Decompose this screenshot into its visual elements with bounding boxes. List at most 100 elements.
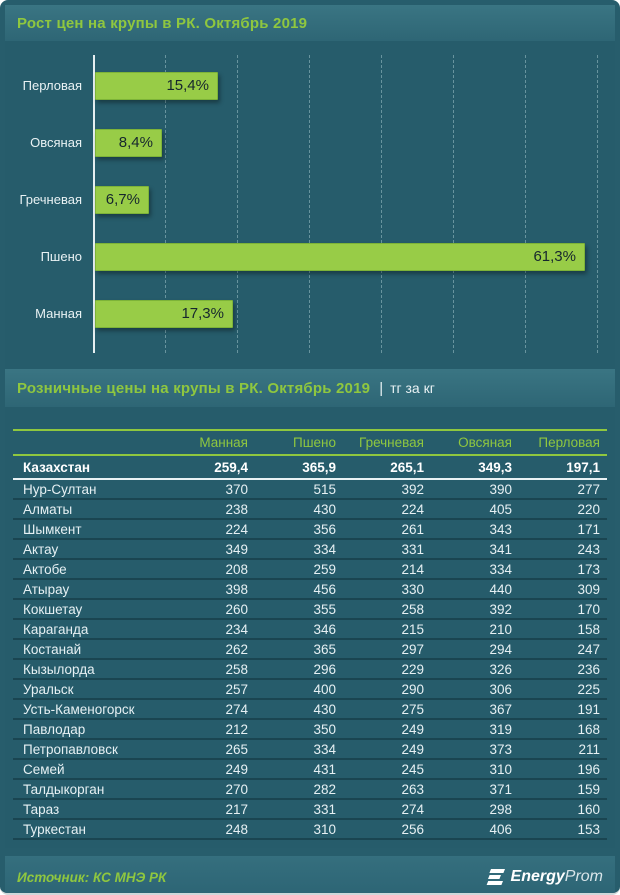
table-row: Караганда 234 346 215 210 158 (13, 620, 607, 640)
value-cell: 343 (489, 521, 512, 537)
value-cell: 245 (401, 761, 424, 777)
value-cell: 211 (578, 741, 600, 757)
table-header-row: Манная Пшено Гречневая Овсяная Перловая (13, 431, 607, 454)
table-row: Атырау 398 456 330 440 309 (13, 580, 607, 600)
table-title-bar: Розничные цены на крупы в РК. Октябрь 20… (5, 369, 615, 407)
prices-table: Манная Пшено Гречневая Овсяная Перловая Каза… (5, 407, 615, 848)
bar-row: Гречневая 6,7% (5, 171, 615, 228)
bar-value-label: 15,4% (166, 77, 209, 94)
bar-row: Перловая 15,4% (5, 57, 615, 114)
value-cell: 290 (401, 681, 424, 697)
energyprom-logo: EnergyProm (484, 868, 603, 887)
value-cell: 173 (577, 561, 600, 577)
value-cell: 248 (225, 821, 248, 837)
table-title: Розничные цены на крупы в РК. Октябрь 20… (17, 379, 371, 397)
bar-track: 61,3% (93, 242, 615, 271)
value-cell: 249 (225, 761, 248, 777)
table-body: Казахстан 259,4 365,9 265,1 349,3 197,1 Нур-Су… (13, 456, 607, 840)
gridline (525, 55, 526, 353)
value-cell: 171 (577, 521, 600, 537)
value-cell: 310 (313, 821, 336, 837)
value-cell: 331 (313, 801, 336, 817)
value-cell: 217 (225, 801, 248, 817)
region-cell: Усть-Каменогорск (23, 701, 135, 717)
value-cell: 256 (401, 821, 424, 837)
value-cell: 334 (313, 541, 336, 557)
value-cell: 258 (401, 601, 424, 617)
value-cell: 326 (489, 661, 512, 677)
value-cell: 243 (577, 541, 600, 557)
table-row: Актау 349 334 331 341 243 (13, 540, 607, 560)
column-header: Гречневая (359, 435, 424, 450)
table-row: Шымкент 224 356 261 343 171 (13, 520, 607, 540)
value-cell: 274 (225, 701, 248, 717)
value-cell: 257 (225, 681, 248, 697)
value-cell: 331 (401, 541, 424, 557)
y-axis-line (93, 55, 95, 353)
bar-category-label: Манная (35, 306, 82, 321)
value-cell: 341 (489, 541, 512, 557)
value-cell: 208 (225, 561, 248, 577)
value-cell: 440 (489, 581, 512, 597)
source-label: Источник: КС МНЭ РК (17, 869, 167, 885)
value-cell: 262 (225, 641, 248, 657)
value-cell: 224 (401, 501, 424, 517)
value-cell: 168 (577, 721, 600, 737)
region-cell: Петропавловск (23, 741, 118, 757)
value-cell: 236 (577, 661, 600, 677)
table-row: Кокшетау 260 355 258 392 170 (13, 600, 607, 620)
table-row: Туркестан 248 310 256 406 153 (13, 820, 607, 840)
value-cell: 371 (489, 781, 512, 797)
value-cell: 515 (313, 481, 336, 497)
value-cell: 309 (577, 581, 600, 597)
value-cell: 355 (313, 601, 336, 617)
value-cell: 249 (401, 721, 424, 737)
bar: 15,4% (95, 71, 218, 100)
value-cell: 349 (225, 541, 248, 557)
column-header: Пшено (292, 435, 336, 450)
value-cell: 225 (577, 681, 600, 697)
bar-category-label: Гречневая (19, 192, 82, 207)
region-cell: Талдыкорган (23, 781, 105, 797)
logo-text-light: Prom (564, 868, 603, 885)
logo-text-bold: Energy (510, 868, 565, 885)
value-cell: 430 (313, 701, 336, 717)
value-cell: 153 (577, 821, 600, 837)
value-cell: 158 (577, 621, 600, 637)
region-cell: Караганда (23, 621, 89, 637)
value-cell: 159 (577, 781, 600, 797)
value-cell: 261 (401, 521, 424, 537)
bar-row: Пшено 61,3% (5, 228, 615, 285)
value-cell: 370 (225, 481, 248, 497)
table-row: Тараз 217 331 274 298 160 (13, 800, 607, 820)
bar-row: Овсяная 8,4% (5, 114, 615, 171)
table-row: Нур-Султан 370 515 392 390 277 (13, 480, 607, 500)
value-cell: 270 (225, 781, 248, 797)
bar: 8,4% (95, 128, 162, 157)
value-cell: 282 (313, 781, 336, 797)
column-header: Овсяная (458, 435, 512, 450)
value-cell: 334 (489, 561, 512, 577)
region-cell: Семей (23, 761, 65, 777)
value-cell: 196 (577, 761, 600, 777)
column-header: Перловая (538, 435, 600, 450)
value-cell: 265 (225, 741, 248, 757)
region-cell: Актау (23, 541, 59, 557)
value-cell: 298 (489, 801, 512, 817)
region-cell: Алматы (23, 501, 73, 517)
value-cell: 456 (313, 581, 336, 597)
table-row: Уральск 257 400 290 306 225 (13, 680, 607, 700)
bar-category-label: Перловая (22, 78, 82, 93)
value-cell: 296 (313, 661, 336, 677)
column-header: Манная (199, 435, 248, 450)
bar: 17,3% (95, 299, 233, 328)
region-cell: Шымкент (23, 521, 82, 537)
bar-track: 8,4% (93, 128, 615, 157)
summary-row: Казахстан 259,4 365,9 265,1 349,3 197,1 (13, 456, 607, 480)
energyprom-logo-icon (486, 868, 505, 885)
value-cell: 265,1 (390, 459, 424, 475)
value-cell: 392 (401, 481, 424, 497)
value-cell: 249 (401, 741, 424, 757)
region-cell: Туркестан (23, 821, 86, 837)
value-cell: 247 (577, 641, 600, 657)
